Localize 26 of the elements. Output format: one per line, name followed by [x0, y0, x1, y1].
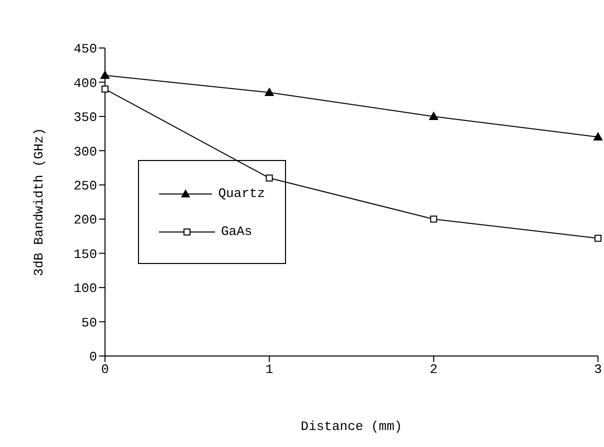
y-tick-label: 100 — [74, 281, 97, 296]
point — [429, 112, 438, 120]
point — [266, 174, 273, 182]
y-tick-label: 300 — [74, 144, 97, 160]
x-tick-label: 1 — [265, 362, 274, 378]
legend-label: GaAs — [221, 223, 252, 241]
x-axis-title: Distance (mm) — [300, 419, 402, 434]
y-tick-label: 350 — [74, 110, 97, 126]
legend-label: Quartz — [218, 185, 265, 203]
point — [100, 70, 110, 79]
y-tick-label: 0 — [89, 350, 97, 365]
point — [594, 132, 602, 140]
y-tick-label: 400 — [74, 76, 97, 91]
x-tick-label: 0 — [101, 362, 109, 378]
y-axis-title: 3dB Bandwidth (GHz) — [32, 128, 47, 276]
point — [102, 86, 108, 93]
point — [264, 88, 274, 96]
y-tick-label: 200 — [74, 212, 97, 228]
point — [594, 234, 602, 242]
y-tick-label: 450 — [74, 42, 97, 57]
point — [430, 216, 438, 223]
y-tick-label: 250 — [74, 178, 97, 194]
y-tick-label: 50 — [81, 315, 97, 330]
y-tick-label: 150 — [74, 246, 97, 262]
x-tick-label: 2 — [430, 362, 438, 378]
x-tick-label: 3 — [594, 362, 602, 378]
